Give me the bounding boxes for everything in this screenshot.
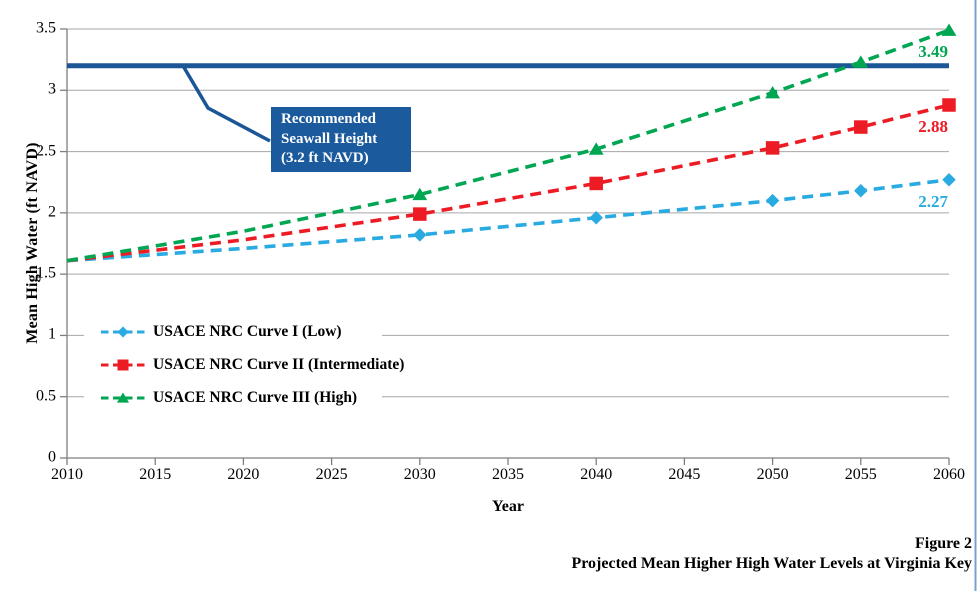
x-tick-label: 2055 — [844, 466, 877, 483]
y-tick-label: 2.5 — [36, 142, 56, 160]
square-marker-icon — [765, 141, 780, 155]
y-axis-title: Mean High Water (ft NAVD) — [24, 142, 41, 344]
x-axis-title: Year — [492, 498, 524, 515]
diamond-marker-icon — [854, 184, 868, 198]
x-tick-label: 2035 — [492, 466, 524, 483]
y-tick-label: 1.5 — [36, 264, 56, 282]
diamond-marker-icon — [942, 173, 956, 187]
callout-line-3: (3.2 ft NAVD) — [281, 150, 369, 166]
x-tick-label: 2040 — [580, 466, 613, 483]
diamond-marker-icon — [413, 228, 427, 242]
diamond-marker-icon — [117, 326, 129, 338]
y-tick-label: 1 — [48, 326, 56, 344]
square-marker-icon — [413, 207, 427, 221]
series-end-value-label: 2.27 — [918, 191, 948, 211]
diamond-marker-icon — [589, 211, 603, 225]
x-tick-label: 2045 — [668, 466, 701, 483]
callout-line-2: Seawall Height — [281, 130, 378, 147]
x-tick-label: 2010 — [51, 466, 83, 483]
figure-number: Figure 2 — [914, 535, 972, 552]
x-tick-label: 2030 — [403, 466, 436, 483]
legend-item: USACE NRC Curve II (Intermediate) — [100, 355, 404, 375]
chart-legend: USACE NRC Curve I (Low) USACE NRC Curve I… — [84, 314, 404, 416]
x-tick-label: 2050 — [756, 466, 789, 483]
callout-line-1: Recommended — [281, 111, 376, 127]
series-line — [66, 177, 950, 263]
y-tick-label: 0 — [48, 448, 56, 466]
square-marker-icon — [117, 359, 129, 371]
y-tick-label: 2 — [48, 203, 56, 221]
triangle-marker-icon — [116, 392, 130, 403]
y-tick-label: 3.5 — [36, 19, 56, 37]
x-tick-label: 2015 — [139, 466, 172, 483]
callout-leader-line — [181, 64, 271, 143]
x-tick-label: 2025 — [315, 466, 348, 483]
triangle-marker-icon — [853, 55, 869, 68]
triangle-marker-icon — [765, 85, 781, 99]
seawall-callout-box: Recommended Seawall Height (3.2 ft NAVD) — [271, 107, 411, 172]
legend-item: USACE NRC Curve I (Low) — [100, 322, 342, 342]
legend-sample-line — [101, 326, 145, 338]
y-tick-label: 0.5 — [36, 387, 56, 405]
legend-label: USACE NRC Curve I (Low) — [153, 323, 342, 340]
diamond-marker-icon — [765, 193, 780, 208]
x-tick-label: 2060 — [933, 466, 965, 483]
legend-sample-line — [101, 359, 145, 371]
triangle-marker-icon — [588, 142, 604, 155]
square-marker-icon — [589, 176, 603, 191]
triangle-marker-icon — [941, 23, 957, 36]
y-tick-label: 3 — [48, 80, 56, 98]
legend-label: USACE NRC Curve III (High) — [153, 389, 358, 406]
legend-label: USACE NRC Curve II (Intermediate) — [153, 356, 405, 373]
x-tick-label: 2020 — [227, 466, 260, 483]
legend-item: USACE NRC Curve III (High) — [100, 388, 357, 408]
triangle-marker-icon — [412, 187, 428, 201]
series-end-value-label: 2.88 — [918, 116, 948, 136]
legend-sample-line — [101, 392, 145, 403]
square-marker-icon — [854, 120, 868, 134]
series-end-value-label: 3.49 — [918, 42, 948, 62]
figure-title: Projected Mean Higher High Water Levels … — [571, 555, 972, 572]
square-marker-icon — [942, 98, 956, 112]
